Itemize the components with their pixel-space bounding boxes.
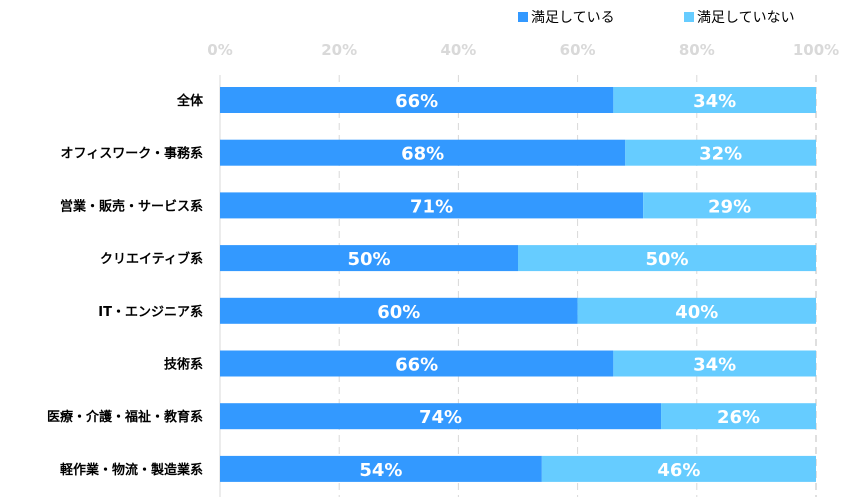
data-label: 50% [645,249,688,270]
x-tick-label: 80% [679,41,715,59]
bar-segment [577,297,816,324]
data-label: 40% [675,302,718,323]
category-label: 軽作業・物流・製造業系 [60,462,203,478]
bar-segment [220,403,662,430]
bar-segment [541,455,816,482]
category-label: 技術系 [164,357,203,373]
data-label: 34% [693,91,736,112]
category-label: クリエイティブ系 [100,251,203,267]
bar-segment [613,350,816,377]
x-tick-label: 20% [321,41,357,59]
bar-segment [220,455,542,482]
bar-segment [613,87,816,113]
data-label: 60% [377,302,420,323]
data-label: 54% [359,460,402,481]
bar-segment [220,139,626,166]
bar-segment [220,87,614,113]
bar-segment [220,192,644,219]
x-tick-label: 0% [207,41,232,59]
data-label: 71% [410,196,453,217]
category-label: 医療・介護・福祉・教育系 [47,409,203,425]
data-label: 66% [395,355,438,376]
x-tick-label: 60% [560,41,596,59]
data-label: 32% [699,144,742,165]
data-label: 74% [419,407,462,428]
category-label: 営業・販売・サービス系 [60,198,203,214]
data-label: 50% [347,249,390,270]
category-label: オフィスワーク・事務系 [61,146,203,162]
bar-segment [220,350,614,377]
bar-segment [518,245,816,272]
bar-segment [220,245,518,272]
data-label: 46% [657,460,700,481]
data-label: 66% [395,91,438,112]
data-label: 26% [717,407,760,428]
category-label: 全体 [176,93,204,109]
legend-swatch [684,12,694,22]
bar-segment [643,192,816,219]
bar-segment [220,297,578,324]
data-label: 68% [401,144,444,165]
bar-segment [661,403,816,430]
legend-label: 満足している [531,10,615,26]
legend-label: 満足していない [697,10,795,26]
bar-segment [625,139,816,166]
x-tick-label: 100% [793,41,839,59]
data-label: 29% [708,196,751,217]
data-label: 34% [693,355,736,376]
category-label: IT・エンジニア系 [98,304,203,320]
legend-swatch [518,12,528,22]
x-tick-label: 40% [440,41,476,59]
